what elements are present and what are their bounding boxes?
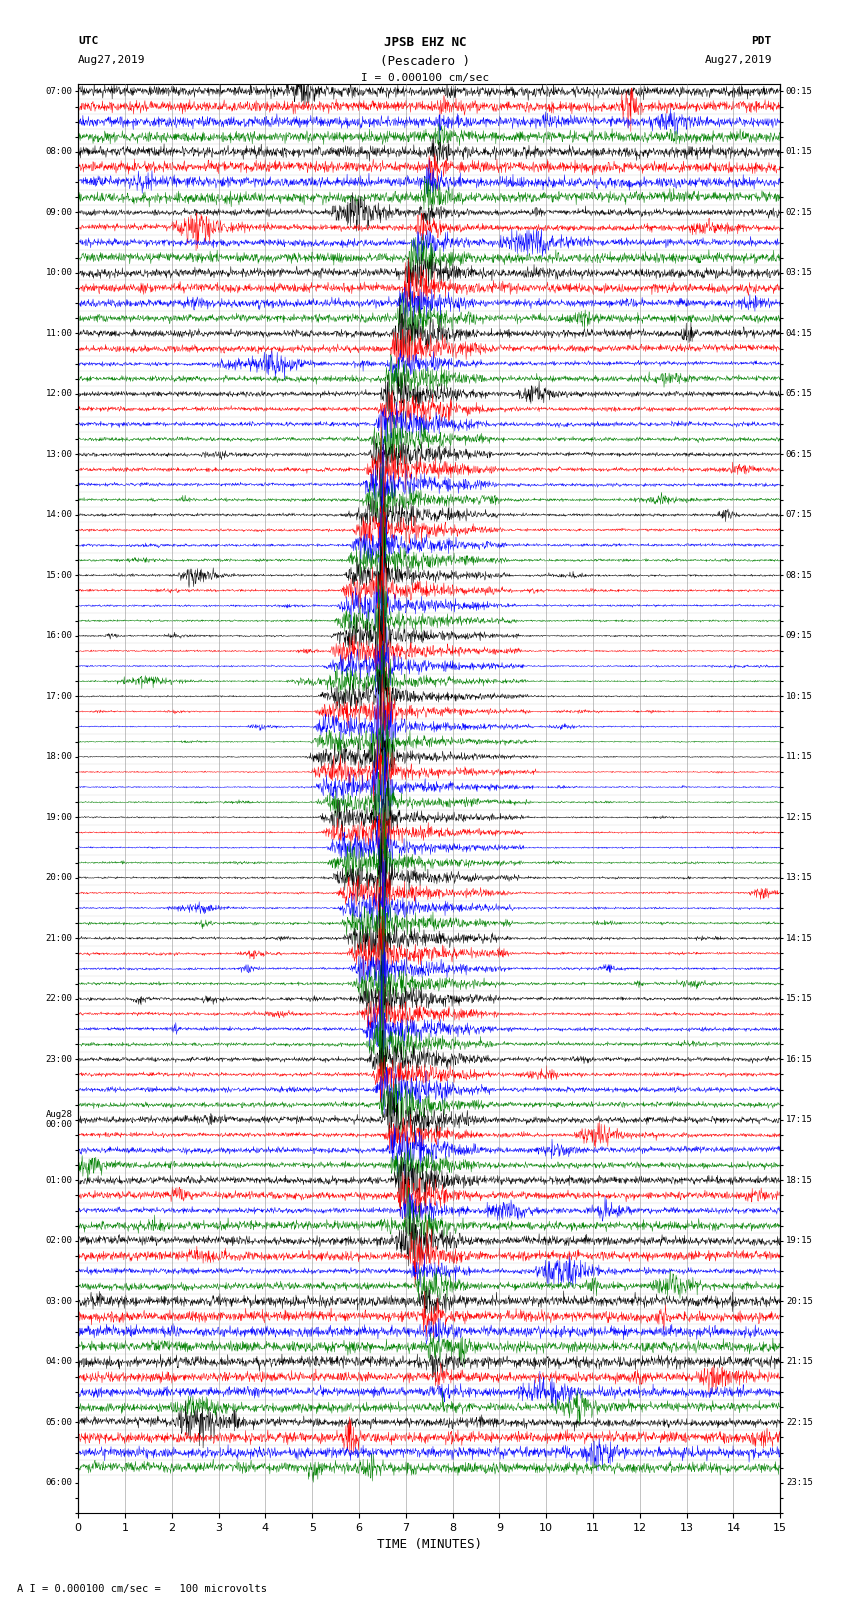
Text: A I = 0.000100 cm/sec =   100 microvolts: A I = 0.000100 cm/sec = 100 microvolts — [17, 1584, 267, 1594]
Text: PDT: PDT — [751, 37, 772, 47]
Text: Aug27,2019: Aug27,2019 — [705, 55, 772, 65]
Text: Aug27,2019: Aug27,2019 — [78, 55, 145, 65]
Text: JPSB EHZ NC: JPSB EHZ NC — [383, 37, 467, 50]
X-axis label: TIME (MINUTES): TIME (MINUTES) — [377, 1539, 482, 1552]
Text: (Pescadero ): (Pescadero ) — [380, 55, 470, 68]
Text: UTC: UTC — [78, 37, 99, 47]
Text: I = 0.000100 cm/sec: I = 0.000100 cm/sec — [361, 73, 489, 82]
